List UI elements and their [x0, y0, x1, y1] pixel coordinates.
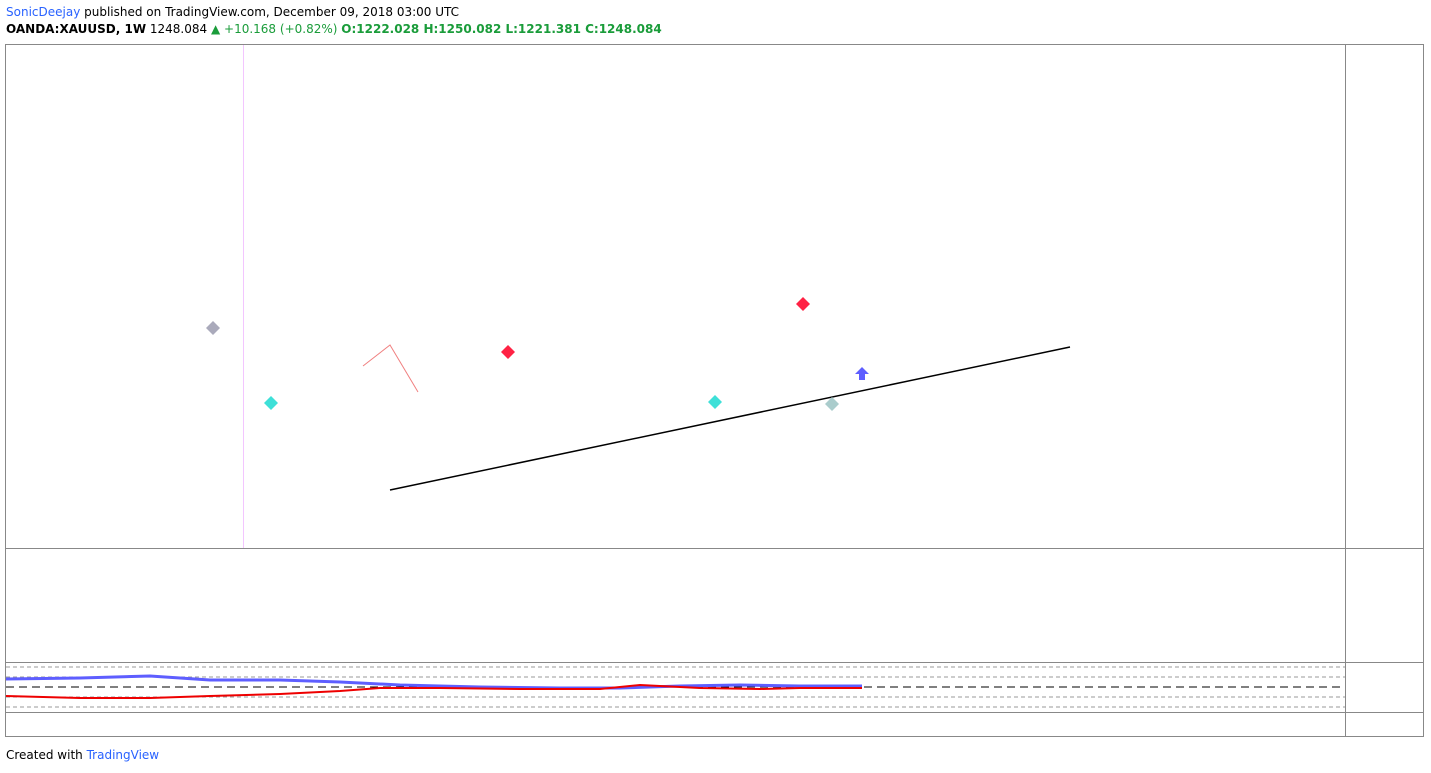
author[interactable]: SonicDeejay — [6, 5, 81, 19]
symbol: OANDA:XAUUSD, 1W — [6, 22, 147, 36]
footer-text: Created with — [6, 748, 83, 762]
published: published on TradingView.com, December 0… — [84, 5, 460, 19]
footer: Created with TradingView — [6, 748, 159, 762]
brand[interactable]: TradingView — [86, 748, 160, 762]
oscillator — [5, 666, 1345, 708]
trend-line — [389, 346, 1071, 491]
change: ▲ +10.168 (+0.82%) — [210, 22, 338, 36]
frame — [5, 44, 1424, 737]
marker — [264, 396, 278, 410]
osc-line — [5, 674, 862, 690]
ohlc: O:1222.028 H:1250.082 L:1221.381 C:1248.… — [341, 22, 662, 36]
osc-line — [5, 683, 862, 699]
marker — [708, 395, 722, 409]
markers — [206, 297, 869, 411]
marker — [855, 367, 869, 380]
symbol-line: OANDA:XAUUSD, 1W 1248.084 ▲ +10.168 (+0.… — [6, 22, 662, 36]
marker — [825, 397, 839, 411]
pattern-line — [362, 344, 419, 393]
marker — [206, 321, 220, 335]
marker — [501, 345, 515, 359]
last: 1248.084 — [149, 22, 208, 36]
marker — [796, 297, 810, 311]
header-line: SonicDeejay published on TradingView.com… — [6, 5, 459, 19]
